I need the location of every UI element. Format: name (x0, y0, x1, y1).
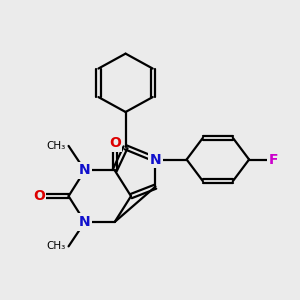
Text: O: O (33, 189, 45, 203)
Text: N: N (79, 164, 91, 177)
Text: O: O (109, 136, 121, 150)
Text: CH₃: CH₃ (46, 141, 66, 151)
Text: F: F (269, 152, 278, 167)
Text: N: N (150, 152, 161, 167)
Text: CH₃: CH₃ (46, 242, 66, 251)
Text: N: N (79, 215, 91, 229)
